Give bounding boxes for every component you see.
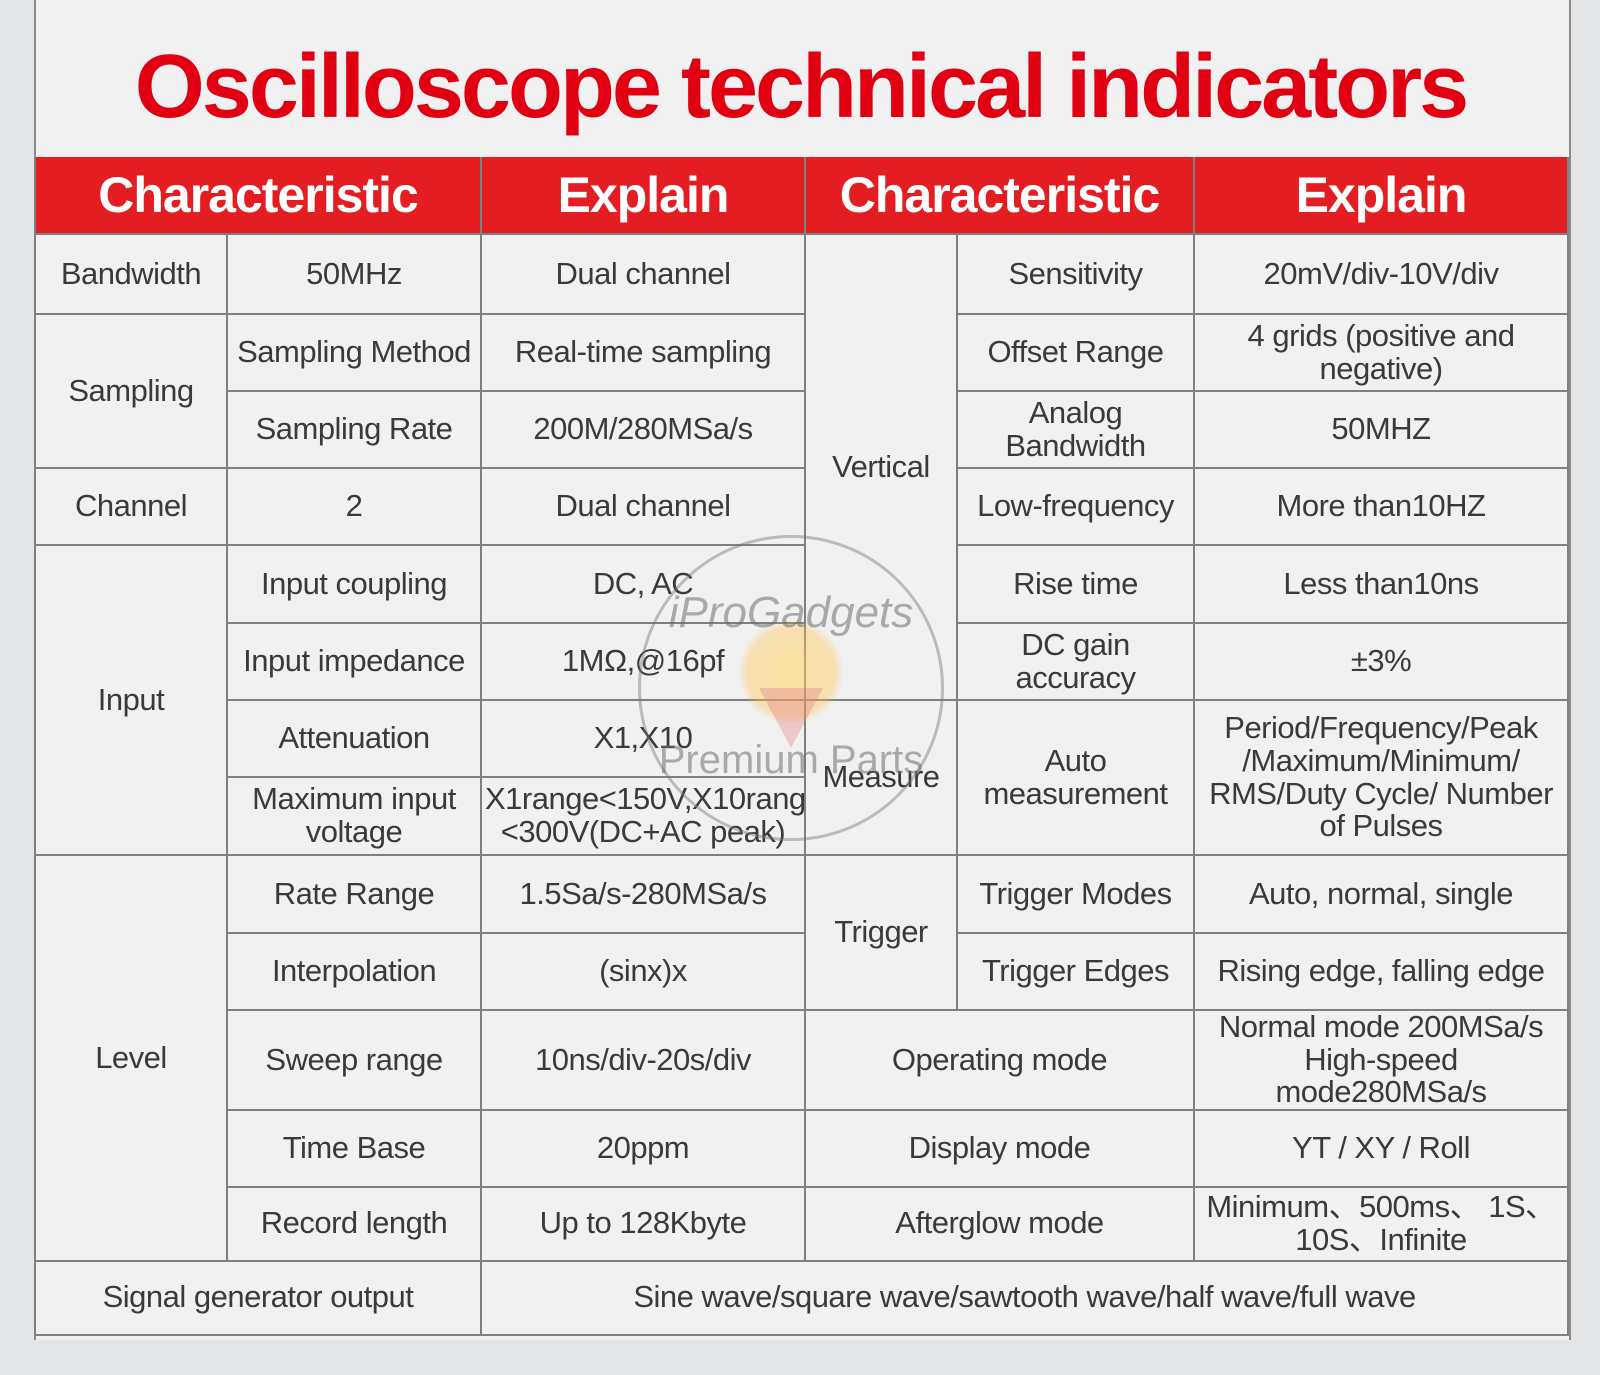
trigger-edges-value: Rising edge, falling edge xyxy=(1193,932,1569,1011)
table-row: Input Input coupling DC, AC Rise time Le… xyxy=(34,544,1569,856)
table-row: Level Rate Range 1.5Sa/s-280MSa/s Trigge… xyxy=(34,854,1569,1262)
sweep-range-value: 10ns/div-20s/div xyxy=(480,1009,806,1111)
table-row: Record length Up to 128Kbyte Afterglow m… xyxy=(35,1185,1569,1262)
bandwidth-value: 50MHz xyxy=(226,233,482,315)
input-category: Input xyxy=(34,544,228,856)
record-length-label: Record length xyxy=(226,1185,482,1262)
sampling-rate-value: 200M/280MSa/s xyxy=(480,390,806,469)
channel-explain: Dual channel xyxy=(480,467,806,546)
page-title: Oscilloscope technical indicators xyxy=(134,37,1469,137)
time-base-value: 20ppm xyxy=(480,1108,806,1188)
display-mode-category: Display mode xyxy=(804,1108,1195,1188)
trigger-modes-label: Trigger Modes xyxy=(956,854,1195,934)
table-row: Bandwidth 50MHz Dual channel Vertical Se… xyxy=(34,233,1569,701)
sampling-category: Sampling xyxy=(34,313,228,469)
rise-time-label: Rise time xyxy=(956,544,1195,624)
table-row: Sweep range 10ns/div-20s/div Operating m… xyxy=(35,1009,1569,1111)
table-row: Interpolation (sinx)x Trigger Edges Risi… xyxy=(35,932,1569,1011)
afterglow-mode-category: Afterglow mode xyxy=(804,1185,1195,1262)
bandwidth-explain: Dual channel xyxy=(480,233,806,315)
channel-value: 2 xyxy=(226,467,482,546)
low-frequency-label: Low-frequency xyxy=(956,467,1195,546)
dc-gain-label: DC gain accuracy xyxy=(956,622,1195,701)
input-coupling-value: DC, AC xyxy=(480,544,806,624)
signal-generator-value: Sine wave/square wave/sawtooth wave/half… xyxy=(480,1259,1569,1336)
header-explain-2: Explain xyxy=(1193,157,1569,235)
header-explain-1: Explain xyxy=(480,157,806,235)
trigger-category: Trigger xyxy=(804,854,958,1011)
dc-gain-value: ±3% xyxy=(1193,622,1569,701)
max-input-voltage-label: Maximum input voltage xyxy=(226,776,482,856)
channel-category: Channel xyxy=(34,467,228,546)
table-row: Signal generator output Sine wave/square… xyxy=(34,1259,1569,1336)
interpolation-label: Interpolation xyxy=(226,932,482,1011)
table-row: Input impedance 1MΩ,@16pf DC gain accura… xyxy=(35,622,1569,701)
header-characteristic-1: Characteristic xyxy=(34,157,482,235)
bandwidth-category: Bandwidth xyxy=(34,233,228,315)
sensitivity-label: Sensitivity xyxy=(956,233,1195,315)
input-coupling-label: Input coupling xyxy=(226,544,482,624)
auto-measurement-value: Period/Frequency/Peak /Maximum/Minimum/ … xyxy=(1193,699,1569,856)
table-row: Maximum input voltage X1range<150V,X10ra… xyxy=(35,776,1568,856)
rate-range-value: 1.5Sa/s-280MSa/s xyxy=(480,854,806,934)
vertical-category: Vertical xyxy=(804,233,958,701)
display-mode-value: YT / XY / Roll xyxy=(1193,1108,1569,1188)
sampling-method-label: Sampling Method xyxy=(226,313,482,392)
rise-time-value: Less than10ns xyxy=(1193,544,1569,624)
interpolation-value: (sinx)x xyxy=(480,932,806,1011)
max-input-voltage-value: X1range<150V,X10range <300V(DC+AC peak) xyxy=(480,776,806,856)
sweep-range-label: Sweep range xyxy=(226,1009,482,1111)
table-row: Attenuation X1,X10 Measure Auto measurem… xyxy=(35,699,1569,856)
input-impedance-value: 1MΩ,@16pf xyxy=(480,622,806,701)
level-category: Level xyxy=(34,854,228,1262)
spec-table: Characteristic Explain Characteristic Ex… xyxy=(34,157,1569,1336)
rate-range-label: Rate Range xyxy=(226,854,482,934)
attenuation-value: X1,X10 xyxy=(480,699,806,778)
table-row: Channel 2 Dual channel Low-frequency Mor… xyxy=(34,467,1569,546)
trigger-modes-value: Auto, normal, single xyxy=(1193,854,1569,934)
offset-range-value: 4 grids (positive and negative) xyxy=(1193,313,1569,392)
auto-measurement-label: Auto measurement xyxy=(956,699,1195,856)
table-row: Time Base 20ppm Display mode YT / XY / R… xyxy=(35,1108,1569,1188)
offset-range-label: Offset Range xyxy=(956,313,1195,392)
analog-bandwidth-value: 50MHZ xyxy=(1193,390,1569,469)
afterglow-mode-value: Minimum、500ms、 1S、10S、Infinite xyxy=(1193,1185,1569,1262)
low-frequency-value: More than10HZ xyxy=(1193,467,1569,546)
table-row: Sampling Sampling Method Real-time sampl… xyxy=(34,313,1569,469)
operating-mode-value: Normal mode 200MSa/s High-speed mode280M… xyxy=(1193,1009,1569,1111)
sensitivity-value: 20mV/div-10V/div xyxy=(1193,233,1569,315)
record-length-value: Up to 128Kbyte xyxy=(480,1185,806,1262)
table-row: Sampling Rate 200M/280MSa/s Analog Bandw… xyxy=(35,390,1569,469)
time-base-label: Time Base xyxy=(226,1108,482,1188)
input-impedance-label: Input impedance xyxy=(226,622,482,701)
sampling-method-value: Real-time sampling xyxy=(480,313,806,392)
trigger-edges-label: Trigger Edges xyxy=(956,932,1195,1011)
header-characteristic-2: Characteristic xyxy=(804,157,1195,235)
table-header-row: Characteristic Explain Characteristic Ex… xyxy=(34,157,1569,235)
signal-generator-category: Signal generator output xyxy=(34,1259,482,1336)
sampling-rate-label: Sampling Rate xyxy=(226,390,482,469)
attenuation-label: Attenuation xyxy=(226,699,482,778)
operating-mode-category: Operating mode xyxy=(804,1009,1195,1111)
measure-category: Measure xyxy=(804,699,958,856)
analog-bandwidth-label: Analog Bandwidth xyxy=(956,390,1195,469)
